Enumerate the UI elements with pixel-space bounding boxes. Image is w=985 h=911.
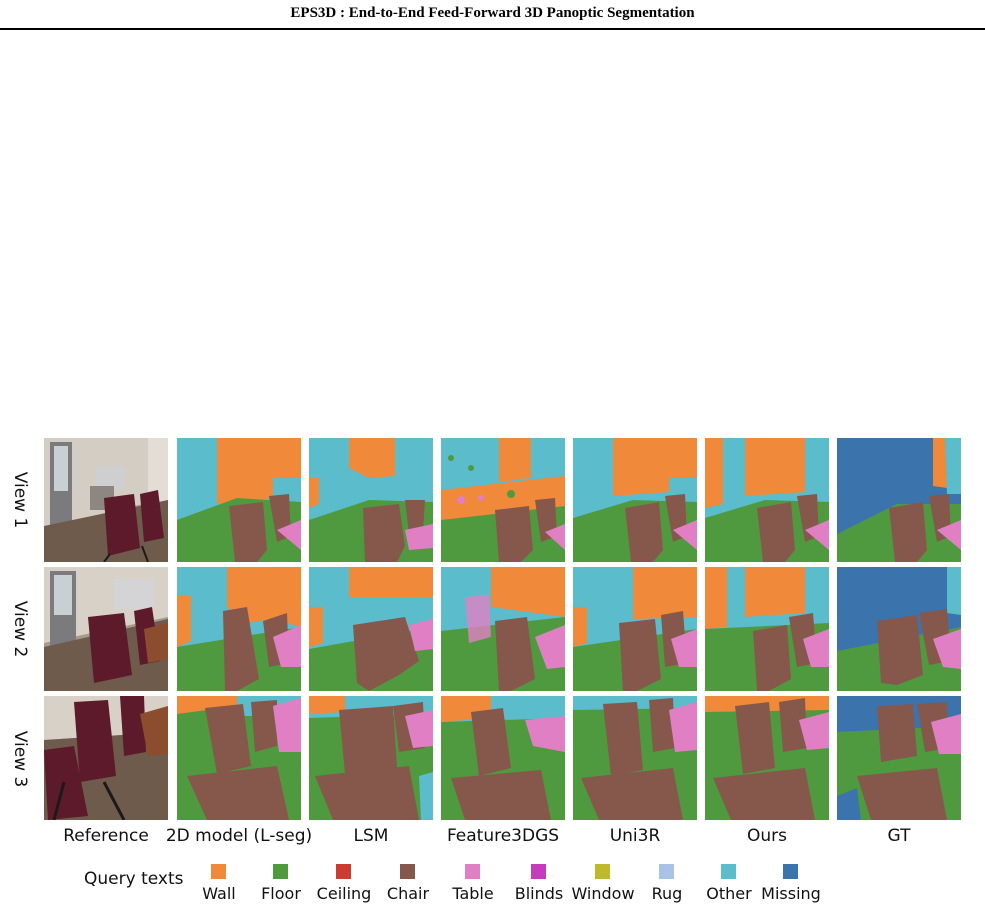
column-label-gt: GT (887, 826, 911, 846)
reference-photo-view-1 (44, 438, 168, 562)
legend-label-wall: Wall (202, 884, 236, 903)
row-label-view-2: View 2 (10, 600, 30, 658)
legend-item-window: Window (568, 864, 638, 908)
column-label-lseg: 2D model (L-seg) (165, 826, 313, 846)
uni3r-result-view-3 (573, 696, 697, 820)
legend-item-table: Table (438, 864, 508, 908)
gt-result-view-3 (837, 696, 961, 820)
column-label-uni3r: Uni3R (609, 826, 661, 846)
legend-swatch-chair (400, 864, 415, 879)
lsm-result-view-2 (309, 567, 433, 691)
legend-item-other: Other (694, 864, 764, 908)
legend-swatch-table (465, 864, 480, 879)
legend-label-blinds: Blinds (514, 884, 564, 903)
feature3dgs-result-view-2 (441, 567, 565, 691)
legend-swatch-wall (211, 864, 226, 879)
ours-result-view-1 (705, 438, 829, 562)
legend-item-chair: Chair (373, 864, 443, 908)
legend-title: Query texts (84, 869, 184, 889)
legend-label-other: Other (706, 884, 752, 903)
legend-item-wall: Wall (184, 864, 254, 908)
legend-swatch-other (721, 864, 736, 879)
row-label-view-1: View 1 (10, 471, 30, 529)
reference-photo-view-3 (44, 696, 168, 820)
uni3r-result-view-2 (573, 567, 697, 691)
lsm-result-view-3 (309, 696, 433, 820)
column-label-reference: Reference (63, 826, 149, 846)
lseg-result-view-3 (177, 696, 301, 820)
legend-label-floor: Floor (261, 884, 301, 903)
gt-result-view-1 (837, 438, 961, 562)
legend-item-floor: Floor (246, 864, 316, 908)
ours-result-view-3 (705, 696, 829, 820)
column-label-lsm: LSM (353, 826, 389, 846)
lsm-result-view-1 (309, 438, 433, 562)
reference-photo-view-2 (44, 567, 168, 691)
feature3dgs-result-view-3 (441, 696, 565, 820)
feature3dgs-result-view-1 (441, 438, 565, 562)
legend-label-window: Window (571, 884, 635, 903)
row-label-view-3: View 3 (10, 730, 30, 788)
legend-item-blinds: Blinds (504, 864, 574, 908)
legend-swatch-ceiling (336, 864, 351, 879)
legend-label-table: Table (452, 884, 494, 903)
column-label-feature3dgs: Feature3DGS (446, 826, 560, 846)
legend-swatch-window (595, 864, 610, 879)
uni3r-result-view-1 (573, 438, 697, 562)
lseg-result-view-2 (177, 567, 301, 691)
lseg-result-view-1 (177, 438, 301, 562)
legend-label-missing: Missing (761, 884, 821, 903)
legend-swatch-floor (273, 864, 288, 879)
legend-swatch-missing (783, 864, 798, 879)
legend-swatch-blinds (531, 864, 546, 879)
gt-result-view-2 (837, 567, 961, 691)
paper-title: EPS3D : End-to-End Feed-Forward 3D Panop… (290, 5, 695, 21)
legend-label-chair: Chair (386, 884, 430, 903)
legend-swatch-rug (659, 864, 674, 879)
legend-item-missing: Missing (756, 864, 826, 908)
legend-item-ceiling: Ceiling (309, 864, 379, 908)
legend-item-rug: Rug (632, 864, 702, 908)
legend-label-ceiling: Ceiling (316, 884, 372, 903)
column-label-ours: Ours (746, 826, 787, 846)
page-header: EPS3D : End-to-End Feed-Forward 3D Panop… (0, 0, 985, 30)
ours-result-view-2 (705, 567, 829, 691)
legend-label-rug: Rug (651, 884, 683, 903)
